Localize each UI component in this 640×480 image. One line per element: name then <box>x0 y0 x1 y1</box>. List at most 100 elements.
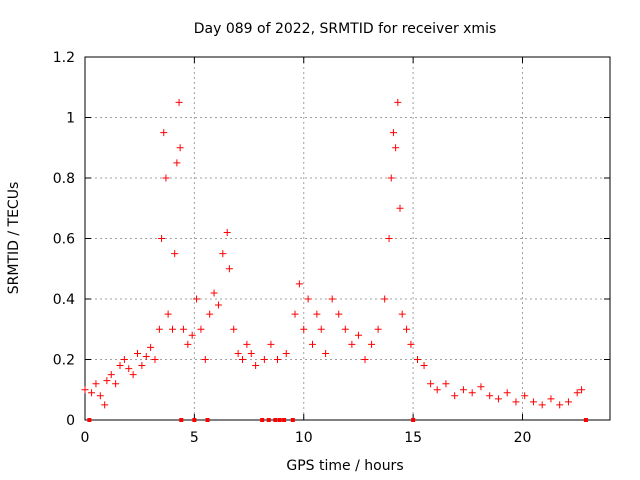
data-point <box>564 398 572 406</box>
data-point <box>81 386 89 394</box>
data-point <box>219 250 227 258</box>
data-point <box>389 129 397 137</box>
y-tick-label: 1.2 <box>53 50 75 66</box>
data-point <box>573 389 581 397</box>
gap-marker <box>205 418 210 422</box>
data-point <box>503 389 511 397</box>
data-point <box>274 356 281 363</box>
data-point <box>147 343 155 351</box>
data-point <box>335 310 343 318</box>
data-point <box>260 356 268 363</box>
data-point <box>341 325 349 333</box>
data-point <box>160 129 168 137</box>
data-point <box>420 362 428 370</box>
data-point <box>120 356 128 363</box>
data-point <box>392 144 400 152</box>
data-point <box>188 331 196 339</box>
data-point <box>175 98 183 106</box>
data-point <box>176 144 184 152</box>
data-point <box>374 325 382 333</box>
data-point <box>433 386 441 394</box>
axis-ticks: 0 5 10 15 20 0 0.2 0.4 0.6 0.8 1 1.2 <box>53 50 610 446</box>
gap-marker <box>179 418 184 422</box>
data-point <box>193 295 201 303</box>
x-tick-label: 10 <box>295 430 313 446</box>
gap-marker <box>290 418 295 422</box>
data-point <box>451 392 459 400</box>
data-point <box>442 380 450 388</box>
data-point <box>459 386 467 394</box>
data-point <box>468 389 476 397</box>
x-axis-label: GPS time / hours <box>286 458 403 474</box>
data-point <box>354 331 362 339</box>
data-point <box>107 371 115 379</box>
data-point <box>348 340 356 348</box>
data-point <box>328 295 336 303</box>
data-point <box>129 371 137 379</box>
data-point <box>173 159 181 167</box>
data-point <box>407 340 415 348</box>
data-point <box>101 401 109 409</box>
data-point <box>521 392 529 400</box>
gap-marker <box>277 418 282 422</box>
data-point <box>206 310 214 318</box>
data-point <box>396 204 404 212</box>
data-point <box>96 392 104 400</box>
data-point <box>317 325 325 333</box>
data-point <box>414 356 421 363</box>
data-point <box>578 386 586 394</box>
data-point <box>155 325 163 333</box>
data-point <box>385 235 393 242</box>
data-point <box>225 265 233 273</box>
x-tick-label: 0 <box>81 430 90 446</box>
data-point <box>164 310 172 318</box>
data-point <box>309 340 316 348</box>
data-point <box>427 380 435 388</box>
data-point <box>210 289 218 297</box>
data-point <box>291 310 299 318</box>
data-point <box>486 392 494 400</box>
data-points <box>81 98 586 409</box>
data-point <box>403 325 411 333</box>
data-point <box>169 325 176 333</box>
data-point <box>361 356 369 363</box>
data-point <box>201 356 209 363</box>
data-point <box>125 365 133 373</box>
data-point <box>92 380 100 388</box>
data-point <box>103 377 111 385</box>
y-tick-label: 0 <box>66 413 75 429</box>
gap-marker <box>192 418 197 422</box>
gap-marker <box>282 418 287 422</box>
data-point <box>387 174 395 182</box>
data-point <box>138 362 146 370</box>
data-point <box>247 349 255 357</box>
gap-marker <box>411 418 416 422</box>
data-point <box>184 340 192 348</box>
y-axis-label: SRMTID / TECUs <box>6 182 22 295</box>
data-point <box>112 380 120 388</box>
data-point <box>171 250 179 258</box>
data-point <box>142 352 150 360</box>
data-point <box>322 349 330 357</box>
y-tick-label: 0.6 <box>53 232 75 248</box>
gap-markers <box>87 418 588 422</box>
data-point <box>214 301 222 309</box>
data-point <box>304 295 312 303</box>
data-point <box>88 389 96 397</box>
data-point <box>556 401 564 409</box>
x-tick-label: 20 <box>514 430 532 446</box>
gap-marker <box>273 418 278 422</box>
y-tick-label: 1 <box>66 111 75 127</box>
data-point <box>230 325 238 333</box>
data-point <box>512 398 520 406</box>
data-point <box>300 325 308 333</box>
y-tick-label: 0.8 <box>53 171 75 187</box>
y-tick-label: 0.2 <box>53 353 75 369</box>
data-point <box>538 401 546 409</box>
data-point <box>197 325 205 333</box>
data-point <box>368 340 376 348</box>
gap-marker <box>260 418 265 422</box>
chart-title: Day 089 of 2022, SRMTID for receiver xmi… <box>194 21 497 37</box>
data-point <box>223 228 231 236</box>
x-tick-label: 15 <box>404 430 422 446</box>
